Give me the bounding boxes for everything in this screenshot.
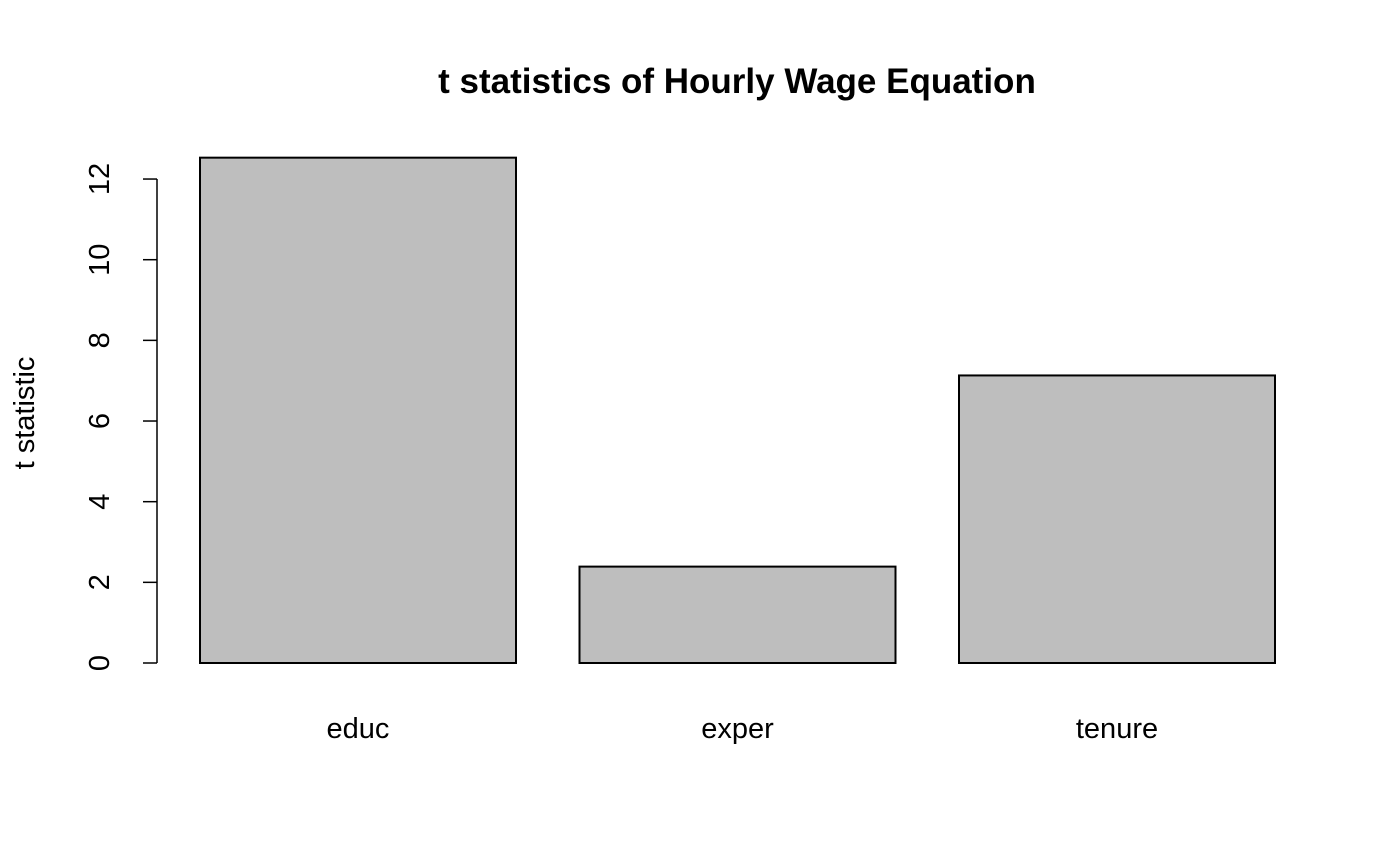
bars-group (199, 156, 1276, 665)
y-tick-label: 2 (84, 574, 116, 590)
bar-tenure (958, 374, 1276, 664)
y-tick-label: 6 (84, 413, 116, 429)
chart-title: t statistics of Hourly Wage Equation (438, 62, 1036, 101)
y-tick-label: 10 (84, 244, 116, 276)
y-tick-label: 0 (84, 655, 116, 671)
bar-educ (199, 156, 517, 664)
x-category-label: educ (327, 713, 390, 745)
bar-exper (578, 565, 897, 665)
y-tick-label: 4 (84, 494, 116, 510)
x-category-label: exper (701, 713, 774, 745)
y-axis: 0 2 4 6 8 10 12 (84, 163, 158, 671)
y-tick-label: 8 (84, 332, 116, 348)
y-axis-label: t statistic (9, 357, 41, 470)
x-category-label: tenure (1076, 713, 1158, 745)
y-tick-label: 12 (84, 163, 116, 195)
x-axis-labels: educ exper tenure (327, 713, 1159, 745)
